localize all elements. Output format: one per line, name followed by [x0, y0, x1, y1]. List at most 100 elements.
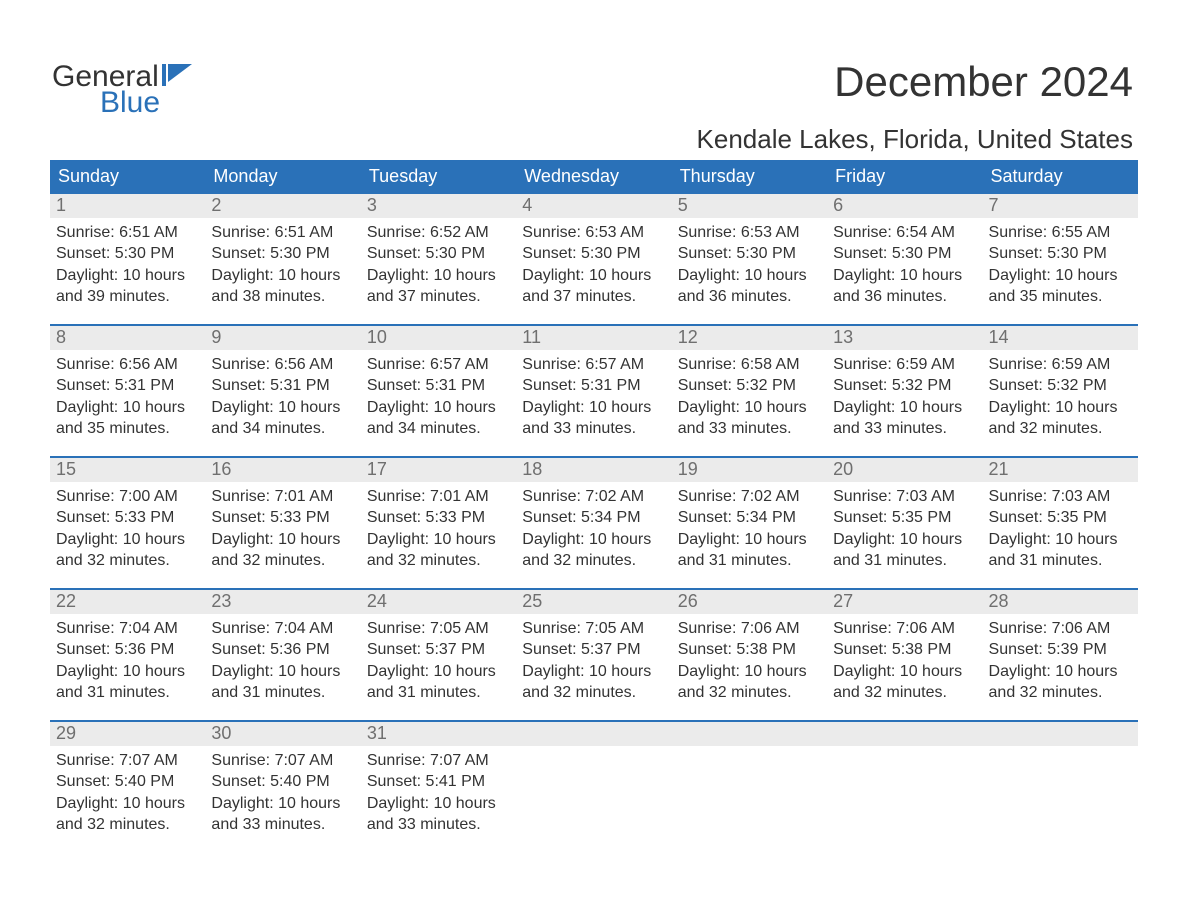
sunset-text: Sunset: 5:30 PM: [211, 243, 354, 264]
header-wednesday: Wednesday: [516, 160, 671, 194]
daylight-text: Daylight: 10 hours and 37 minutes.: [522, 265, 665, 308]
day-number: 12: [672, 326, 827, 350]
day-number: [827, 722, 982, 746]
sunset-text: Sunset: 5:34 PM: [522, 507, 665, 528]
day-number: 14: [983, 326, 1138, 350]
sunrise-text: Sunrise: 6:51 AM: [56, 222, 199, 243]
day-number: 6: [827, 194, 982, 218]
sunrise-text: Sunrise: 7:02 AM: [678, 486, 821, 507]
sunset-text: Sunset: 5:31 PM: [522, 375, 665, 396]
sunset-text: Sunset: 5:31 PM: [367, 375, 510, 396]
daylight-text: Daylight: 10 hours and 32 minutes.: [678, 661, 821, 704]
day-number: 29: [50, 722, 205, 746]
sunrise-text: Sunrise: 7:07 AM: [56, 750, 199, 771]
day-number: 15: [50, 458, 205, 482]
sunset-text: Sunset: 5:40 PM: [211, 771, 354, 792]
day-number: 2: [205, 194, 360, 218]
day-number: 31: [361, 722, 516, 746]
daylight-text: Daylight: 10 hours and 34 minutes.: [367, 397, 510, 440]
logo-flag-icon: [162, 64, 192, 90]
daylight-text: Daylight: 10 hours and 34 minutes.: [211, 397, 354, 440]
day-number: 23: [205, 590, 360, 614]
day-number: 8: [50, 326, 205, 350]
day-content: Sunrise: 7:04 AMSunset: 5:36 PMDaylight:…: [205, 614, 360, 720]
day-content: Sunrise: 7:03 AMSunset: 5:35 PMDaylight:…: [827, 482, 982, 588]
calendar-week: 15161718192021Sunrise: 7:00 AMSunset: 5:…: [50, 456, 1138, 588]
day-number: 19: [672, 458, 827, 482]
sunset-text: Sunset: 5:30 PM: [833, 243, 976, 264]
sunset-text: Sunset: 5:30 PM: [56, 243, 199, 264]
sunrise-text: Sunrise: 7:03 AM: [833, 486, 976, 507]
day-number: 3: [361, 194, 516, 218]
header-friday: Friday: [827, 160, 982, 194]
day-content: Sunrise: 7:04 AMSunset: 5:36 PMDaylight:…: [50, 614, 205, 720]
sunrise-text: Sunrise: 7:07 AM: [367, 750, 510, 771]
daylight-text: Daylight: 10 hours and 32 minutes.: [989, 397, 1132, 440]
day-content: Sunrise: 7:07 AMSunset: 5:40 PMDaylight:…: [50, 746, 205, 852]
daylight-text: Daylight: 10 hours and 39 minutes.: [56, 265, 199, 308]
day-content: Sunrise: 7:00 AMSunset: 5:33 PMDaylight:…: [50, 482, 205, 588]
day-content: Sunrise: 6:51 AMSunset: 5:30 PMDaylight:…: [50, 218, 205, 324]
sunset-text: Sunset: 5:41 PM: [367, 771, 510, 792]
header-thursday: Thursday: [672, 160, 827, 194]
day-number: 26: [672, 590, 827, 614]
content-row: Sunrise: 6:51 AMSunset: 5:30 PMDaylight:…: [50, 218, 1138, 324]
daylight-text: Daylight: 10 hours and 31 minutes.: [56, 661, 199, 704]
daylight-text: Daylight: 10 hours and 36 minutes.: [678, 265, 821, 308]
sunset-text: Sunset: 5:33 PM: [367, 507, 510, 528]
daylight-text: Daylight: 10 hours and 31 minutes.: [833, 529, 976, 572]
daylight-text: Daylight: 10 hours and 33 minutes.: [522, 397, 665, 440]
day-content: Sunrise: 6:57 AMSunset: 5:31 PMDaylight:…: [516, 350, 671, 456]
day-content: Sunrise: 7:02 AMSunset: 5:34 PMDaylight:…: [516, 482, 671, 588]
sunset-text: Sunset: 5:35 PM: [989, 507, 1132, 528]
sunset-text: Sunset: 5:30 PM: [367, 243, 510, 264]
day-content: [516, 746, 671, 852]
content-row: Sunrise: 6:56 AMSunset: 5:31 PMDaylight:…: [50, 350, 1138, 456]
header-tuesday: Tuesday: [361, 160, 516, 194]
calendar-week: 293031Sunrise: 7:07 AMSunset: 5:40 PMDay…: [50, 720, 1138, 852]
daylight-text: Daylight: 10 hours and 33 minutes.: [833, 397, 976, 440]
daynum-row: 1234567: [50, 194, 1138, 218]
day-content: Sunrise: 6:51 AMSunset: 5:30 PMDaylight:…: [205, 218, 360, 324]
day-number: 13: [827, 326, 982, 350]
day-content: Sunrise: 7:07 AMSunset: 5:41 PMDaylight:…: [361, 746, 516, 852]
daylight-text: Daylight: 10 hours and 38 minutes.: [211, 265, 354, 308]
sunset-text: Sunset: 5:32 PM: [833, 375, 976, 396]
sunrise-text: Sunrise: 6:57 AM: [522, 354, 665, 375]
day-content: Sunrise: 6:57 AMSunset: 5:31 PMDaylight:…: [361, 350, 516, 456]
content-row: Sunrise: 7:00 AMSunset: 5:33 PMDaylight:…: [50, 482, 1138, 588]
day-content: Sunrise: 6:52 AMSunset: 5:30 PMDaylight:…: [361, 218, 516, 324]
sunset-text: Sunset: 5:30 PM: [989, 243, 1132, 264]
sunset-text: Sunset: 5:38 PM: [833, 639, 976, 660]
sunrise-text: Sunrise: 6:56 AM: [56, 354, 199, 375]
daylight-text: Daylight: 10 hours and 31 minutes.: [678, 529, 821, 572]
sunset-text: Sunset: 5:37 PM: [367, 639, 510, 660]
day-content: Sunrise: 7:02 AMSunset: 5:34 PMDaylight:…: [672, 482, 827, 588]
day-number: 1: [50, 194, 205, 218]
sunrise-text: Sunrise: 7:02 AM: [522, 486, 665, 507]
day-number: 22: [50, 590, 205, 614]
day-content: [827, 746, 982, 852]
day-number: 7: [983, 194, 1138, 218]
sunrise-text: Sunrise: 7:06 AM: [678, 618, 821, 639]
sunrise-text: Sunrise: 7:06 AM: [989, 618, 1132, 639]
day-number: 24: [361, 590, 516, 614]
header-sunday: Sunday: [50, 160, 205, 194]
day-content: Sunrise: 6:54 AMSunset: 5:30 PMDaylight:…: [827, 218, 982, 324]
daylight-text: Daylight: 10 hours and 32 minutes.: [833, 661, 976, 704]
sunset-text: Sunset: 5:34 PM: [678, 507, 821, 528]
sunset-text: Sunset: 5:38 PM: [678, 639, 821, 660]
day-content: Sunrise: 7:06 AMSunset: 5:39 PMDaylight:…: [983, 614, 1138, 720]
day-content: Sunrise: 7:06 AMSunset: 5:38 PMDaylight:…: [672, 614, 827, 720]
sunset-text: Sunset: 5:40 PM: [56, 771, 199, 792]
day-content: Sunrise: 7:01 AMSunset: 5:33 PMDaylight:…: [361, 482, 516, 588]
header-saturday: Saturday: [983, 160, 1138, 194]
day-number: 4: [516, 194, 671, 218]
daynum-row: 891011121314: [50, 326, 1138, 350]
sunset-text: Sunset: 5:35 PM: [833, 507, 976, 528]
sunset-text: Sunset: 5:37 PM: [522, 639, 665, 660]
daylight-text: Daylight: 10 hours and 32 minutes.: [211, 529, 354, 572]
sunset-text: Sunset: 5:39 PM: [989, 639, 1132, 660]
month-year: December 2024: [697, 58, 1133, 106]
day-content: Sunrise: 6:59 AMSunset: 5:32 PMDaylight:…: [827, 350, 982, 456]
